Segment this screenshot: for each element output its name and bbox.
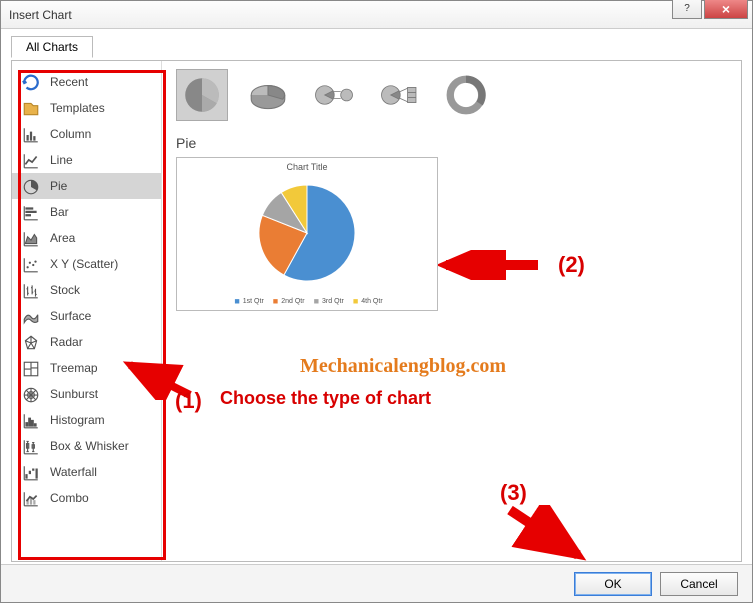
sidebar-item-recent[interactable]: Recent <box>12 69 161 95</box>
sidebar-item-treemap[interactable]: Treemap <box>12 355 161 381</box>
tabstrip: All Charts <box>1 29 752 55</box>
sidebar-item-label: Treemap <box>50 361 98 375</box>
subtype-barofpie[interactable] <box>374 69 426 121</box>
cancel-button[interactable]: Cancel <box>660 572 738 596</box>
dialog-footer: OK Cancel <box>1 564 752 602</box>
sidebar-item-label: Radar <box>50 335 83 349</box>
treemap-icon <box>22 360 40 376</box>
sidebar-item-histogram[interactable]: Histogram <box>12 407 161 433</box>
subtype-pieofpie[interactable] <box>308 69 360 121</box>
sidebar-item-sunburst[interactable]: Sunburst <box>12 381 161 407</box>
sidebar-item-scatter[interactable]: X Y (Scatter) <box>12 251 161 277</box>
sidebar-item-pie[interactable]: Pie <box>12 173 161 199</box>
sidebar-item-combo[interactable]: Combo <box>12 485 161 511</box>
chart-type-label: Pie <box>176 135 727 151</box>
combo-icon <box>22 490 40 506</box>
subtype-doughnut[interactable] <box>440 69 492 121</box>
sidebar-item-line[interactable]: Line <box>12 147 161 173</box>
sidebar-item-label: Bar <box>50 205 69 219</box>
sidebar-item-radar[interactable]: Radar <box>12 329 161 355</box>
sidebar-item-templates[interactable]: Templates <box>12 95 161 121</box>
ok-button[interactable]: OK <box>574 572 652 596</box>
sidebar-item-area[interactable]: Area <box>12 225 161 251</box>
subtype-pie3d[interactable] <box>242 69 294 121</box>
radar-icon <box>22 334 40 350</box>
line-icon <box>22 152 40 168</box>
sidebar-item-label: Recent <box>50 75 88 89</box>
sidebar-item-label: Histogram <box>50 413 105 427</box>
help-button[interactable]: ? <box>672 0 702 19</box>
sidebar-item-label: Stock <box>50 283 80 297</box>
sidebar-item-waterfall[interactable]: Waterfall <box>12 459 161 485</box>
sidebar-item-label: Waterfall <box>50 465 97 479</box>
waterfall-icon <box>22 464 40 480</box>
sunburst-icon <box>22 386 40 402</box>
boxwhisker-icon <box>22 438 40 454</box>
sidebar-item-label: X Y (Scatter) <box>50 257 118 271</box>
insert-chart-dialog: Insert Chart ? × All Charts Recent Templa… <box>0 0 753 603</box>
close-button[interactable]: × <box>704 0 748 19</box>
sidebar-item-surface[interactable]: Surface <box>12 303 161 329</box>
chart-category-list: Recent Templates Column Line Pie Bar Area X Y (… <box>12 61 162 561</box>
surface-icon <box>22 308 40 324</box>
sidebar-item-label: Templates <box>50 101 105 115</box>
sidebar-item-label: Box & Whisker <box>50 439 129 453</box>
scatter-icon <box>22 256 40 272</box>
recent-icon <box>22 74 40 90</box>
sidebar-item-label: Line <box>50 153 73 167</box>
sidebar-item-label: Area <box>50 231 75 245</box>
tab-all-charts[interactable]: All Charts <box>11 36 93 58</box>
templates-icon <box>22 100 40 116</box>
sidebar-item-label: Surface <box>50 309 91 323</box>
titlebar: Insert Chart ? × <box>1 1 752 29</box>
area-icon <box>22 230 40 246</box>
sidebar-item-bar[interactable]: Bar <box>12 199 161 225</box>
chart-preview[interactable]: Chart Title ■1st Qtr■2nd Qtr■3rd Qtr■4th… <box>176 157 438 311</box>
bar-icon <box>22 204 40 220</box>
chart-subtype-row <box>176 69 727 121</box>
dialog-title: Insert Chart <box>9 8 72 22</box>
pie-icon <box>22 178 40 194</box>
pie-chart-svg <box>182 176 432 290</box>
sidebar-item-column[interactable]: Column <box>12 121 161 147</box>
sidebar-item-boxwhisker[interactable]: Box & Whisker <box>12 433 161 459</box>
subtype-pie[interactable] <box>176 69 228 121</box>
sidebar-item-label: Sunburst <box>50 387 98 401</box>
column-icon <box>22 126 40 142</box>
sidebar-item-stock[interactable]: Stock <box>12 277 161 303</box>
sidebar-item-label: Column <box>50 127 91 141</box>
histogram-icon <box>22 412 40 428</box>
preview-legend: ■1st Qtr■2nd Qtr■3rd Qtr■4th Qtr <box>181 295 433 305</box>
preview-title: Chart Title <box>181 162 433 172</box>
stock-icon <box>22 282 40 298</box>
sidebar-item-label: Combo <box>50 491 89 505</box>
sidebar-item-label: Pie <box>50 179 67 193</box>
